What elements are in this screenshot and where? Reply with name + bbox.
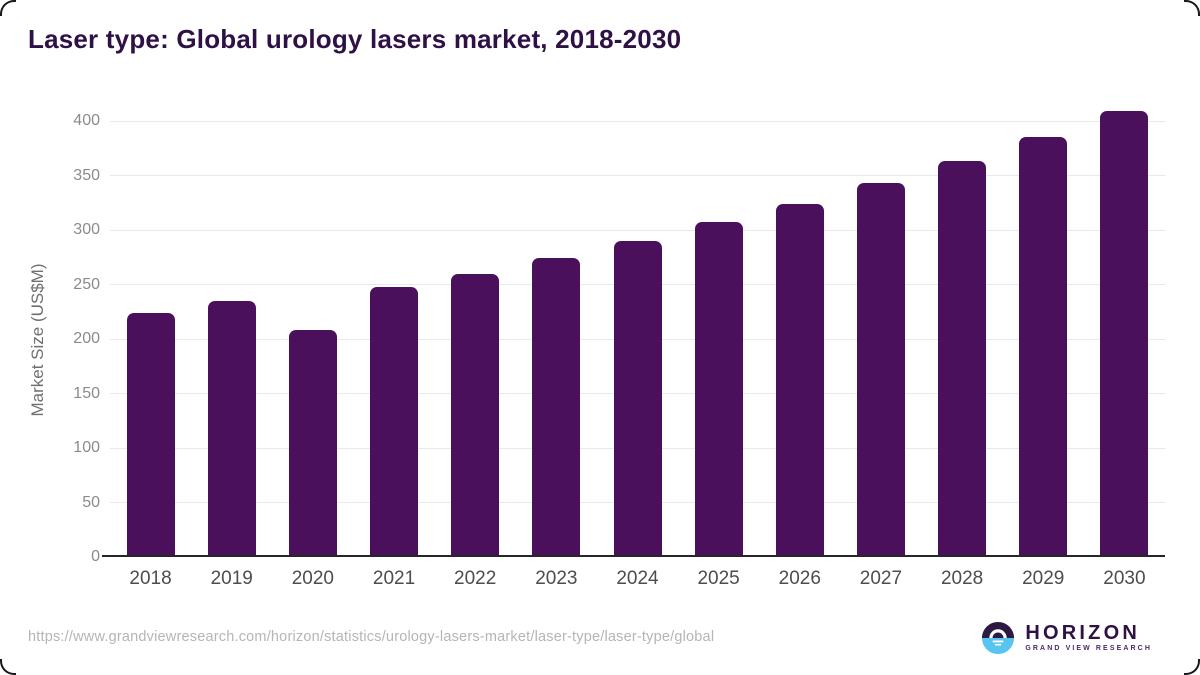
x-axis-line — [102, 555, 1165, 557]
logo-subbrand: GRAND VIEW RESEARCH — [1025, 645, 1152, 652]
bar-2020 — [288, 330, 337, 557]
x-tick-label-2018: 2018 — [129, 568, 172, 589]
logo-text: HORIZON GRAND VIEW RESEARCH — [1025, 623, 1152, 653]
corner-artifact-top-left — [0, 0, 16, 16]
chart-title: Laser type: Global urology lasers market… — [28, 24, 682, 54]
x-tick-label-2030: 2030 — [1103, 568, 1146, 589]
logo-brand: HORIZON — [1025, 622, 1140, 644]
bar-2029 — [1019, 137, 1068, 557]
y-tick-label-350: 350 — [73, 166, 100, 184]
source-url: https://www.grandviewresearch.com/horizo… — [28, 629, 715, 645]
gridline-400 — [110, 120, 1165, 122]
corner-artifact-bottom-right — [1184, 659, 1200, 675]
bar-2021 — [370, 286, 419, 557]
horizon-logo: HORIZON GRAND VIEW RESEARCH — [981, 621, 1152, 655]
bar-2026 — [775, 203, 824, 557]
y-tick-label-300: 300 — [73, 221, 100, 238]
horizon-sun-icon — [982, 621, 1015, 655]
x-tick-label-2019: 2019 — [210, 568, 253, 589]
gridline-350 — [110, 175, 1165, 176]
x-tick-label-2020: 2020 — [291, 568, 334, 589]
y-tick-label-250: 250 — [73, 275, 100, 293]
bar-2022 — [451, 273, 500, 557]
plot-area — [102, 111, 1165, 557]
x-tick-label-2029: 2029 — [1022, 568, 1065, 589]
y-tick-label-0: 0 — [91, 548, 100, 565]
corner-artifact-top-right — [1184, 0, 1200, 16]
bar-2019 — [207, 300, 256, 557]
bar-2023 — [532, 258, 581, 557]
x-tick-label-2023: 2023 — [535, 568, 578, 589]
y-tick-label-100: 100 — [73, 439, 100, 456]
x-tick-label-2026: 2026 — [778, 568, 821, 589]
x-tick-label-2027: 2027 — [859, 568, 903, 589]
bar-2030 — [1100, 111, 1149, 557]
bar-2027 — [856, 183, 905, 557]
bar-2025 — [694, 222, 743, 557]
x-tick-label-2022: 2022 — [454, 568, 497, 589]
gridline-300 — [110, 229, 1165, 231]
y-tick-label-50: 50 — [82, 493, 100, 511]
x-tick-label-2028: 2028 — [940, 568, 984, 589]
x-tick-label-2021: 2021 — [372, 568, 416, 589]
y-tick-label-400: 400 — [73, 112, 100, 129]
bar-2028 — [938, 161, 987, 557]
corner-artifact-bottom-left — [0, 659, 16, 675]
x-tick-label-2025: 2025 — [697, 568, 740, 589]
bar-2024 — [613, 240, 662, 557]
x-tick-label-2024: 2024 — [616, 568, 659, 589]
bar-2018 — [126, 312, 175, 557]
y-tick-label-200: 200 — [73, 330, 100, 347]
y-tick-label-150: 150 — [73, 384, 100, 402]
